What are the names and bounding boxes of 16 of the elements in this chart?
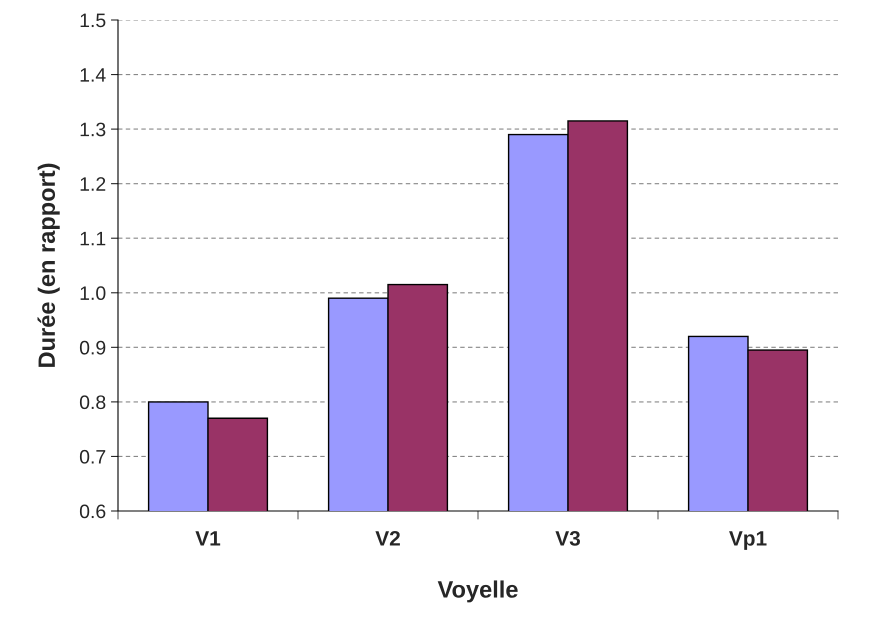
y-tick-label: 0.9 (80, 340, 106, 355)
y-tick-label: 1.3 (80, 122, 106, 136)
y-tick-label: 1.5 (80, 14, 106, 28)
y-tick-label: 1.4 (80, 68, 106, 82)
x-axis-title: Voyelle (438, 580, 518, 602)
y-tick-label: 0.6 (80, 504, 106, 518)
x-tick-label: V3 (555, 530, 580, 546)
y-tick-label: 0.7 (80, 450, 106, 464)
x-tick-label: Vp1 (729, 531, 767, 550)
y-tick-label: 1.1 (80, 232, 106, 246)
y-axis-title: Durée (en rapport) (38, 164, 60, 367)
x-tick-label: V2 (375, 530, 400, 546)
y-tick-label: 0.8 (80, 395, 106, 410)
y-tick-label: 1.2 (80, 177, 106, 191)
y-tick-label: 1.0 (80, 286, 106, 300)
x-tick-label: V1 (195, 531, 220, 546)
